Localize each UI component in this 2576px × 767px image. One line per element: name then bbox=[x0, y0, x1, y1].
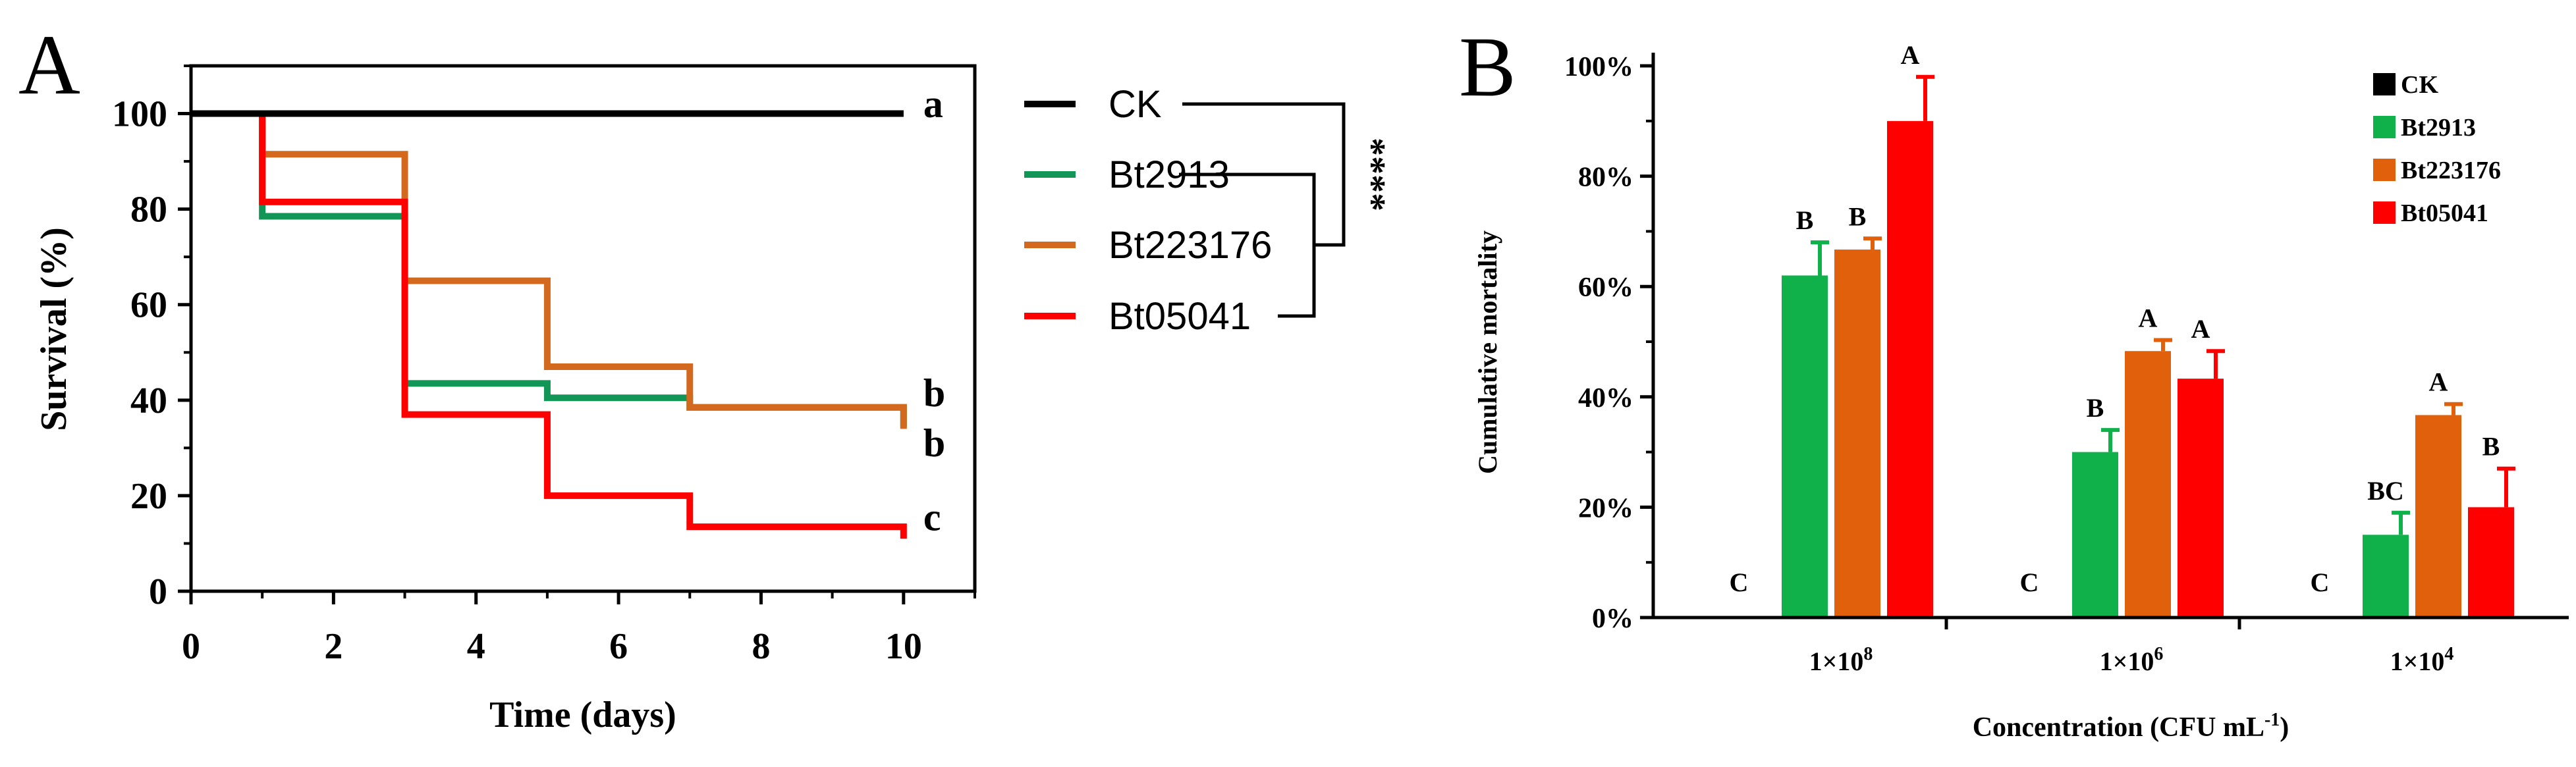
survival-end-label: a bbox=[923, 82, 943, 126]
panel-b-label: B bbox=[1459, 20, 1516, 115]
significance-stars: **** bbox=[1352, 138, 1392, 211]
mortality-x-tick-exp: 4 bbox=[2444, 644, 2453, 664]
mortality-legend-label: Bt2913 bbox=[2401, 114, 2476, 142]
mortality-y-tick-label: 80% bbox=[1578, 163, 1633, 193]
mortality-y-tick-label: 60% bbox=[1578, 273, 1633, 303]
mortality-x-axis-title-text: Concentration (CFU mL bbox=[1973, 712, 2264, 743]
mortality-legend-swatch bbox=[2373, 73, 2396, 95]
survival-x-tick-label: 6 bbox=[609, 626, 628, 667]
mortality-x-axis-title: Concentration (CFU mL-1) bbox=[1973, 710, 2289, 743]
mortality-bar-letter: B bbox=[1849, 201, 1867, 231]
mortality-bars: C C C B B BC B A A A A B bbox=[1730, 40, 2515, 618]
survival-end-label: b bbox=[923, 371, 945, 415]
survival-x-tick-label: 2 bbox=[324, 626, 343, 667]
mortality-x-tick-base: 1×10 bbox=[1809, 647, 1864, 676]
survival-y-tick-label: 80 bbox=[130, 190, 167, 230]
mortality-bar bbox=[2363, 535, 2409, 618]
mortality-x-tick-label: 1×106 bbox=[2100, 644, 2164, 676]
mortality-legend: CK Bt2913 Bt223176 Bt05041 bbox=[2373, 71, 2501, 227]
mortality-bar-letter: C bbox=[2311, 568, 2330, 597]
mortality-legend-swatch bbox=[2373, 159, 2396, 181]
mortality-axes: 0%20%40%60%80%100%1×108 1×106 1×104 bbox=[1564, 52, 2569, 676]
mortality-x-tick-base: 1×10 bbox=[2390, 647, 2445, 676]
mortality-y-tick-label: 20% bbox=[1578, 493, 1633, 523]
mortality-bar bbox=[2178, 379, 2224, 618]
survival-curve-bt223176 bbox=[259, 113, 907, 429]
survival-legend-label: Bt05041 bbox=[1109, 295, 1251, 338]
mortality-bar bbox=[2468, 507, 2514, 618]
survival-end-label: b bbox=[923, 421, 945, 465]
mortality-bar bbox=[1782, 275, 1828, 618]
mortality-x-axis-title-end: ) bbox=[2280, 712, 2289, 743]
survival-curve-bt05041 bbox=[259, 113, 907, 539]
survival-y-tick-label: 60 bbox=[130, 285, 167, 326]
survival-curve-bt2913 bbox=[259, 113, 907, 427]
survival-x-tick-label: 4 bbox=[467, 626, 485, 667]
significance-brackets: **** bbox=[1179, 102, 1392, 318]
mortality-legend-swatch bbox=[2373, 201, 2396, 224]
mortality-legend-swatch bbox=[2373, 116, 2396, 138]
survival-curves bbox=[191, 110, 907, 539]
survival-legend-label: Bt223176 bbox=[1109, 224, 1272, 267]
mortality-bar-letter: B bbox=[2087, 393, 2104, 423]
bracket-ck-vs-bt bbox=[1182, 102, 1346, 247]
mortality-x-tick-label: 1×108 bbox=[1809, 644, 1873, 676]
panel-a-label: A bbox=[18, 18, 80, 113]
mortality-bar-letter: BC bbox=[2367, 476, 2404, 506]
mortality-y-tick-label: 40% bbox=[1578, 383, 1633, 413]
mortality-legend-label: CK bbox=[2401, 71, 2438, 99]
mortality-x-tick-base: 1×10 bbox=[2100, 647, 2154, 676]
mortality-legend-label: Bt223176 bbox=[2401, 157, 2501, 184]
survival-y-tick-label: 20 bbox=[130, 476, 167, 517]
survival-x-tick-label: 8 bbox=[752, 626, 770, 667]
mortality-legend-label: Bt05041 bbox=[2401, 199, 2488, 227]
survival-y-axis-title: Survival (%) bbox=[34, 227, 74, 431]
mortality-x-axis-title-sup: -1 bbox=[2264, 710, 2280, 730]
mortality-bar-letter: A bbox=[2191, 314, 2210, 344]
mortality-y-axis-title: Cumulative mortality bbox=[1473, 230, 1502, 474]
mortality-bar bbox=[2415, 415, 2461, 618]
mortality-bar-letter: A bbox=[1901, 40, 1920, 70]
survival-y-tick-label: 0 bbox=[149, 571, 167, 612]
mortality-bar bbox=[1887, 120, 1933, 618]
survival-axes-frame bbox=[189, 64, 977, 593]
mortality-y-tick-label: 0% bbox=[1592, 604, 1633, 634]
mortality-bar bbox=[2072, 452, 2118, 618]
mortality-bar-letter: B bbox=[1796, 205, 1814, 235]
mortality-bar-letter: B bbox=[2482, 432, 2500, 462]
survival-y-tick-label: 100 bbox=[112, 94, 167, 135]
mortality-x-tick-label: 1×104 bbox=[2390, 644, 2454, 676]
mortality-y-tick-label: 100% bbox=[1564, 52, 1633, 82]
mortality-bar bbox=[1834, 250, 1880, 618]
mortality-bar-letter: A bbox=[2139, 303, 2158, 332]
mortality-x-tick-exp: 6 bbox=[2154, 644, 2163, 664]
mortality-bar-letter: C bbox=[2020, 568, 2039, 597]
mortality-bar-letter: C bbox=[1730, 568, 1749, 597]
survival-y-tick-label: 40 bbox=[130, 381, 167, 421]
survival-x-axis-title: Time (days) bbox=[489, 695, 676, 735]
survival-end-label: c bbox=[923, 496, 941, 539]
survival-legend-label: CK bbox=[1109, 83, 1162, 126]
mortality-bar-letter: A bbox=[2429, 367, 2448, 397]
mortality-x-tick-exp: 8 bbox=[1863, 644, 1873, 664]
survival-x-tick-label: 10 bbox=[885, 626, 922, 667]
survival-x-tick-label: 0 bbox=[182, 626, 200, 667]
mortality-bar bbox=[2125, 351, 2171, 618]
